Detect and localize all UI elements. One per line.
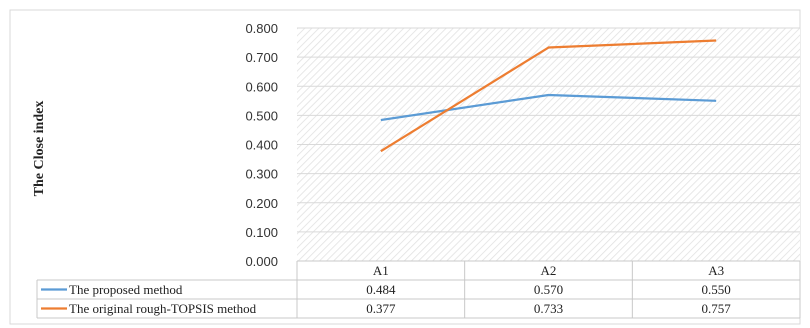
y-tick-label: 0.200 (245, 196, 278, 211)
legend-label: The original rough-TOPSIS method (69, 301, 257, 316)
series-line-2 (380, 39, 717, 153)
category-label: A1 (373, 263, 389, 278)
y-tick-label: 0.400 (245, 138, 278, 153)
y-tick-label: 0.500 (245, 108, 278, 123)
data-label: 0.757 (702, 301, 732, 316)
data-label: 0.484 (366, 282, 396, 297)
data-label: 0.550 (702, 282, 731, 297)
y-axis-ticks: 0.000 0.100 0.200 0.300 0.400 0.500 0.600 0.700… (245, 21, 278, 269)
series-lines (380, 39, 717, 153)
y-tick-label: 0.600 (245, 79, 278, 94)
y-tick-label: 0.800 (245, 21, 278, 36)
legend-label: The proposed method (69, 282, 183, 297)
y-tick-label: 0.100 (245, 225, 278, 240)
data-label: 0.377 (366, 301, 396, 316)
data-label: 0.570 (534, 282, 563, 297)
y-tick-label: 0.000 (245, 254, 278, 269)
data-table: A1 A2 A3 The proposed method 0.484 0.570 0.550… (36, 260, 801, 319)
y-tick-label: 0.700 (245, 50, 278, 65)
series-line-1 (380, 93, 717, 122)
y-axis-title: The Close index (32, 101, 47, 197)
category-label: A3 (708, 263, 724, 278)
y-tick-label: 0.300 (245, 167, 278, 182)
data-label: 0.733 (534, 301, 563, 316)
category-label: A2 (541, 263, 557, 278)
